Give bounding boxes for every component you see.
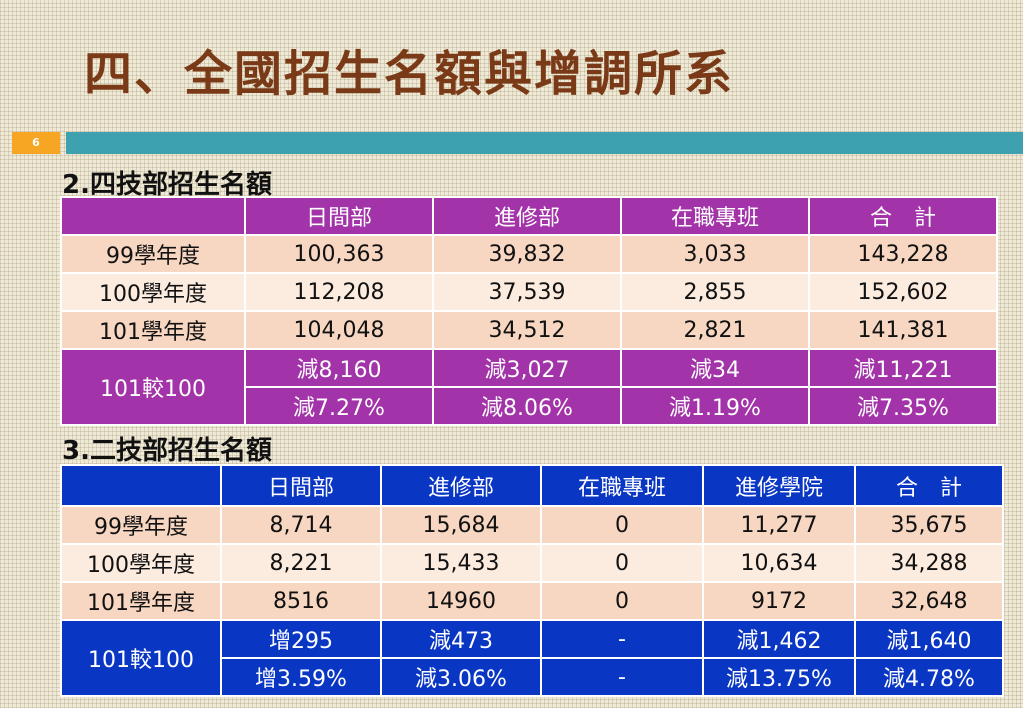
table-cell: 8516 — [220, 581, 382, 621]
comparison-cell: 減3.06% — [380, 657, 542, 697]
table-cell: 37,539 — [432, 272, 622, 312]
row-label: 100學年度 — [60, 272, 246, 312]
table-cell: 0 — [540, 581, 704, 621]
comparison-label: 101較100 — [60, 619, 222, 697]
header-cell — [60, 464, 222, 507]
comparison-cell: 減1.19% — [620, 386, 810, 426]
table-cell: 0 — [540, 543, 704, 583]
header-cell: 在職專班 — [540, 464, 704, 507]
table-header-row: 日間部 進修部 在職專班 進修學院 合 計 — [60, 464, 1004, 507]
comparison-cell: 減7.35% — [808, 386, 998, 426]
table-row: 101學年度 8516 14960 0 9172 32,648 — [60, 581, 1004, 621]
page-title: 四、全國招生名額與增調所系 — [84, 46, 735, 102]
header-cell: 日間部 — [244, 196, 434, 236]
table-cell: 2,821 — [620, 310, 810, 350]
header-cell: 日間部 — [220, 464, 382, 507]
comparison-cell: 減7.27% — [244, 386, 434, 426]
table-cell: 39,832 — [432, 234, 622, 274]
row-label: 99學年度 — [60, 234, 246, 274]
table-cell: 0 — [540, 505, 704, 545]
table-cell: 11,277 — [702, 505, 856, 545]
table-cell: 3,033 — [620, 234, 810, 274]
comparison-cell: 減8,160 — [244, 348, 434, 388]
comparison-row: 減7.27% 減8.06% 減1.19% 減7.35% — [61, 386, 998, 426]
section-3-title: 3.二技部招生名額 — [62, 436, 272, 466]
comparison-cell: 減3,027 — [432, 348, 622, 388]
comparison-cell: - — [540, 619, 704, 659]
table-cell: 34,512 — [432, 310, 622, 350]
table-header-row: 日間部 進修部 在職專班 合 計 — [60, 196, 998, 236]
comparison-cell: 減1,640 — [854, 619, 1004, 659]
table-cell: 9172 — [702, 581, 856, 621]
header-cell — [60, 196, 246, 236]
table-cell: 8,221 — [220, 543, 382, 583]
title-divider-bar — [66, 132, 1023, 154]
comparison-cell: 減11,221 — [808, 348, 998, 388]
row-label: 99學年度 — [60, 505, 222, 545]
comparison-cell: 減8.06% — [432, 386, 622, 426]
table-cell: 14960 — [380, 581, 542, 621]
table-cell: 112,208 — [244, 272, 434, 312]
table-row: 100學年度 8,221 15,433 0 10,634 34,288 — [60, 543, 1004, 583]
comparison-row: 增3.59% 減3.06% - 減13.75% 減4.78% — [61, 657, 1004, 697]
comparison-cell: 增3.59% — [220, 657, 382, 697]
table-cell: 143,228 — [808, 234, 998, 274]
header-cell: 進修部 — [432, 196, 622, 236]
table-cell: 2,855 — [620, 272, 810, 312]
comparison-row: 101較100 增295 減473 - 減1,462 減1,640 — [60, 619, 1004, 697]
table-cell: 34,288 — [854, 543, 1004, 583]
row-label: 101學年度 — [60, 310, 246, 350]
comparison-cell: 減34 — [620, 348, 810, 388]
table-cell: 32,648 — [854, 581, 1004, 621]
four-year-enrollment-table: 日間部 進修部 在職專班 合 計 99學年度 100,363 39,832 3,… — [60, 196, 998, 426]
two-year-enrollment-table: 日間部 進修部 在職專班 進修學院 合 計 99學年度 8,714 15,684… — [60, 464, 1004, 697]
comparison-cell: 減473 — [380, 619, 542, 659]
table-cell: 35,675 — [854, 505, 1004, 545]
header-cell: 合 計 — [854, 464, 1004, 507]
table-row: 101學年度 104,048 34,512 2,821 141,381 — [60, 310, 998, 350]
table-cell: 100,363 — [244, 234, 434, 274]
table-row: 100學年度 112,208 37,539 2,855 152,602 — [60, 272, 998, 312]
table-cell: 8,714 — [220, 505, 382, 545]
comparison-row: 101較100 減8,160 減3,027 減34 減11,221 — [60, 348, 998, 426]
header-cell: 在職專班 — [620, 196, 810, 236]
table-cell: 152,602 — [808, 272, 998, 312]
table-cell: 15,684 — [380, 505, 542, 545]
header-cell: 合 計 — [808, 196, 998, 236]
row-label: 100學年度 — [60, 543, 222, 583]
table-row: 99學年度 8,714 15,684 0 11,277 35,675 — [60, 505, 1004, 545]
table-row: 99學年度 100,363 39,832 3,033 143,228 — [60, 234, 998, 274]
table-cell: 141,381 — [808, 310, 998, 350]
section-2-title: 2.四技部招生名額 — [62, 170, 272, 200]
comparison-cell: - — [540, 657, 704, 697]
header-cell: 進修部 — [380, 464, 542, 507]
row-label: 101學年度 — [60, 581, 222, 621]
comparison-label: 101較100 — [60, 348, 246, 426]
comparison-cell: 增295 — [220, 619, 382, 659]
table-cell: 104,048 — [244, 310, 434, 350]
comparison-cell: 減4.78% — [854, 657, 1004, 697]
table-cell: 15,433 — [380, 543, 542, 583]
table-cell: 10,634 — [702, 543, 856, 583]
header-cell: 進修學院 — [702, 464, 856, 507]
comparison-cell: 減1,462 — [702, 619, 856, 659]
comparison-cell: 減13.75% — [702, 657, 856, 697]
page-number-badge: 6 — [12, 132, 60, 154]
